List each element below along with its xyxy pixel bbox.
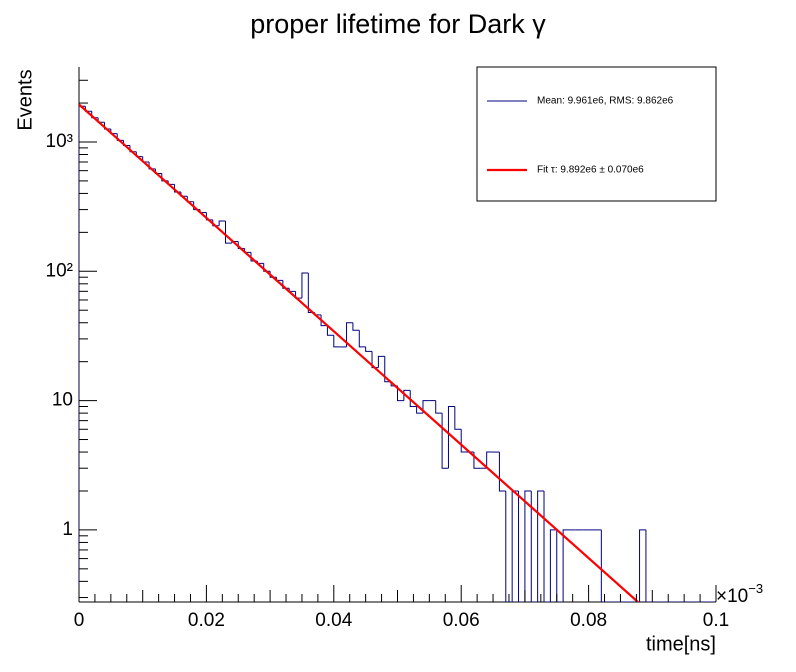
histogram-bin [218, 220, 226, 226]
histogram-bin [352, 322, 360, 331]
histogram-bin [333, 335, 341, 348]
histogram-bin [524, 490, 532, 602]
histogram-bin [549, 529, 557, 602]
histogram-bin [498, 452, 506, 492]
x-tick-label: 0.04 [315, 610, 352, 631]
histogram-bin [537, 490, 545, 602]
histogram-bin [377, 355, 385, 368]
histogram-bin [441, 413, 449, 469]
legend-label: Mean: 9.961e6, RMS: 9.862e6 [537, 96, 674, 107]
x-multiplier: ×10−3 [716, 581, 763, 607]
x-tick-label: 0.1 [703, 610, 729, 631]
histogram-bin [365, 346, 373, 352]
histogram-bin [129, 145, 137, 153]
histogram-bin [530, 490, 538, 602]
histogram-bin [422, 400, 430, 414]
chart-title: proper lifetime for Dark γ [250, 9, 546, 39]
x-multiplier-base: ×10 [716, 586, 748, 607]
histogram-bin [409, 390, 417, 408]
histogram-bin [403, 389, 411, 401]
histogram-bin [600, 529, 608, 602]
histogram-bin [116, 133, 124, 141]
histogram-bin [639, 529, 646, 602]
x-tick-label: 0.06 [443, 610, 480, 631]
histogram-bin [205, 212, 213, 221]
x-tick-label: 0.08 [570, 610, 607, 631]
histogram-bin [358, 330, 366, 348]
histogram-bin [79, 105, 86, 602]
histogram-bin [301, 272, 309, 299]
histogram-bin [103, 122, 111, 130]
histogram-bin [91, 111, 99, 119]
histogram-bin [562, 529, 570, 602]
y-tick-label: 10 [52, 390, 73, 411]
histogram-bin [225, 220, 232, 244]
legend-label: Fit τ: 9.892e6 ± 0.070e6 [537, 165, 644, 176]
plot-area [79, 103, 716, 602]
histogram-bin [556, 529, 564, 602]
histogram-bin [397, 385, 404, 402]
histogram-bin [282, 280, 290, 289]
y-axis-label: Events [14, 69, 36, 130]
histogram-bin [447, 406, 455, 469]
histogram-bin [237, 241, 245, 250]
y-tick-label: 10³ [46, 131, 73, 152]
histogram-bin [148, 162, 156, 170]
histogram-bin [505, 490, 513, 602]
histogram-bin [371, 351, 379, 369]
x-tick-label: 0 [74, 610, 85, 631]
histogram-bin [435, 400, 443, 414]
y-tick-label: 1 [62, 519, 73, 540]
x-axis-label: time[ns] [646, 633, 716, 655]
histogram-bin [460, 429, 468, 453]
histogram-bin [416, 406, 423, 414]
histogram-bin [454, 406, 462, 430]
histogram-bin [645, 529, 653, 602]
histogram-bin [543, 490, 551, 602]
histogram-bin [486, 451, 494, 469]
histogram-bin [346, 322, 353, 347]
y-tick-label: 10² [46, 260, 73, 281]
x-tick-label: 0.02 [188, 610, 225, 631]
histogram-bin [212, 219, 220, 227]
legend [476, 66, 717, 202]
x-multiplier-exp: −3 [748, 581, 763, 596]
histogram-bin [326, 325, 334, 336]
histogram-bin [518, 490, 525, 602]
fit-line [79, 103, 640, 602]
